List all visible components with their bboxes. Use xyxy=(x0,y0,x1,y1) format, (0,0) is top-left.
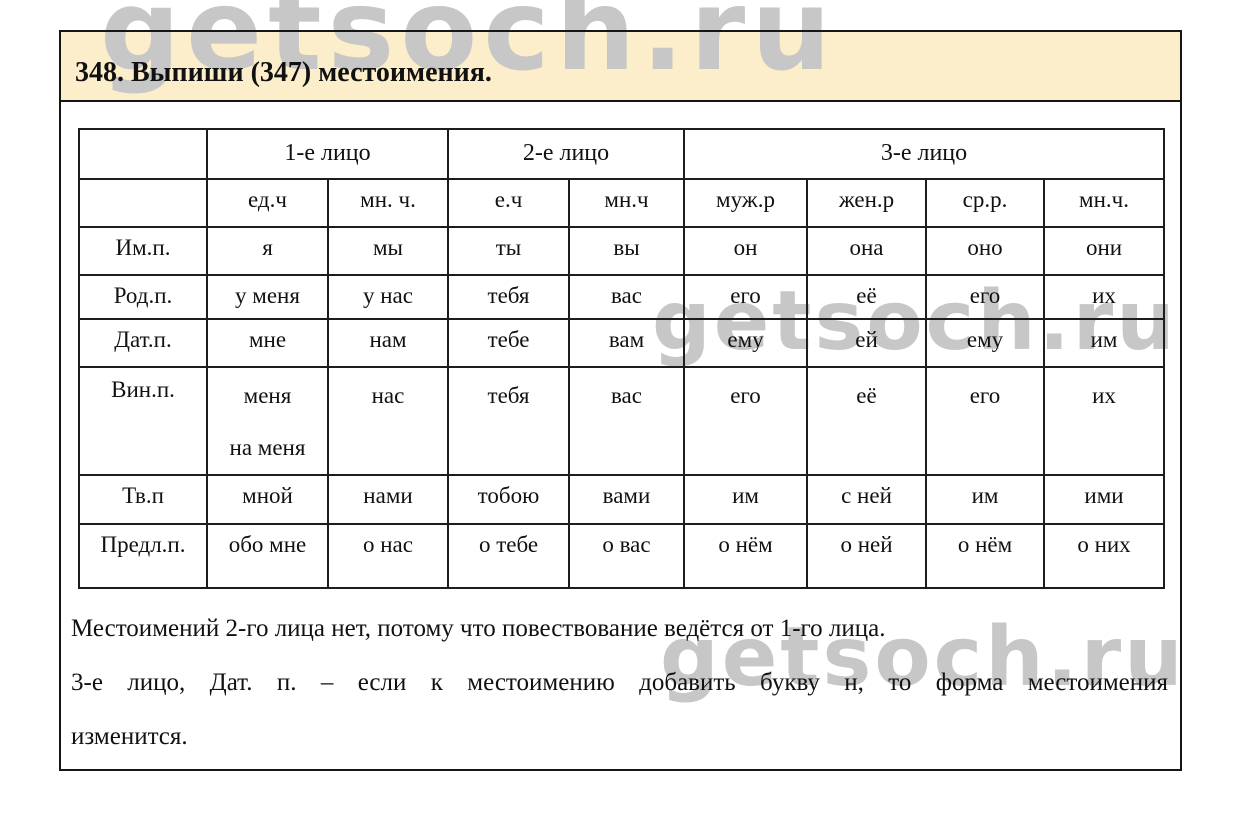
table-cell: о нём xyxy=(925,522,1045,589)
table-cell: о вас xyxy=(568,522,685,589)
table-row: Дат.п. мне нам тебе вам ему ей ему им xyxy=(78,318,1165,368)
document-frame: 348. Выпиши (347) местоимения. 1-е лицо … xyxy=(59,30,1182,771)
table-cell: её xyxy=(806,366,927,476)
table-cell: ему xyxy=(925,318,1045,368)
table-cell: нами xyxy=(327,473,449,525)
corner-cell xyxy=(78,178,208,228)
table-cell: его xyxy=(925,274,1045,320)
person-header-1: 1-е лицо xyxy=(206,128,449,180)
watermark-top: getsoch.ru xyxy=(100,0,837,96)
table-cell: тебе xyxy=(447,318,570,368)
table-cell: вы xyxy=(568,226,685,276)
table-cell: он xyxy=(683,226,808,276)
header-band-background xyxy=(59,30,1182,102)
person-header-3: 3-е лицо xyxy=(683,128,1165,180)
number-header: ср.р. xyxy=(925,178,1045,228)
table-cell: о них xyxy=(1043,522,1165,589)
table-cell: мне xyxy=(206,318,329,368)
table-cell: нам xyxy=(327,318,449,368)
note-line: Местоимений 2-го лица нет, потому что по… xyxy=(71,615,886,642)
table-cell: тебя xyxy=(447,274,570,320)
table-cell: вами xyxy=(568,473,685,525)
number-header: жен.р xyxy=(806,178,927,228)
answer-notes: Местоимений 2-го лица нет, потому что по… xyxy=(71,602,1168,764)
table-cell: их xyxy=(1043,366,1165,476)
table-cell: меня на меня xyxy=(206,366,329,476)
number-header: мн.ч xyxy=(568,178,685,228)
table-cell: у нас xyxy=(327,274,449,320)
table-cell: его xyxy=(925,366,1045,476)
table-person-header-row: 1-е лицо 2-е лицо 3-е лицо xyxy=(78,128,1165,180)
table-cell: у меня xyxy=(206,274,329,320)
table-cell: ей xyxy=(806,318,927,368)
pronouns-table: 1-е лицо 2-е лицо 3-е лицо ед.ч мн. ч. е… xyxy=(78,128,1165,589)
case-label: Тв.п xyxy=(78,473,208,525)
table-cell: им xyxy=(1043,318,1165,368)
table-cell: о нём xyxy=(683,522,808,589)
table-row: Род.п. у меня у нас тебя вас его её его … xyxy=(78,274,1165,320)
table-cell: о ней xyxy=(806,522,927,589)
table-number-header-row: ед.ч мн. ч. е.ч мн.ч муж.р жен.р ср.р. м… xyxy=(78,178,1165,228)
table-cell: с ней xyxy=(806,473,927,525)
case-label: Предл.п. xyxy=(78,522,208,589)
table-cell: я xyxy=(206,226,329,276)
table-cell: обо мне xyxy=(206,522,329,589)
table-cell: вас xyxy=(568,274,685,320)
watermark-bottom: getsoch.ru xyxy=(660,610,1186,705)
table-row: Вин.п. меня на меня нас тебя вас его её … xyxy=(78,366,1165,476)
case-label: Дат.п. xyxy=(78,318,208,368)
task-title: 348. Выпиши (347) местоимения. xyxy=(75,57,492,88)
table-cell: оно xyxy=(925,226,1045,276)
case-label: Род.п. xyxy=(78,274,208,320)
table-row: Им.п. я мы ты вы он она оно они xyxy=(78,226,1165,276)
table-cell: им xyxy=(683,473,808,525)
note-line: 3-е лицо, Дат. п. – если к местоимению д… xyxy=(71,669,1168,696)
number-header: мн.ч. xyxy=(1043,178,1165,228)
table-cell: их xyxy=(1043,274,1165,320)
table-cell: о нас xyxy=(327,522,449,589)
table-row: Предл.п. обо мне о нас о тебе о вас о нё… xyxy=(78,522,1165,589)
person-header-2: 2-е лицо xyxy=(447,128,685,180)
table-cell: его xyxy=(683,366,808,476)
table-cell: его xyxy=(683,274,808,320)
table-cell: они xyxy=(1043,226,1165,276)
table-cell: о тебе xyxy=(447,522,570,589)
table-cell: вас xyxy=(568,366,685,476)
table-cell: вам xyxy=(568,318,685,368)
table-cell: ты xyxy=(447,226,570,276)
note-line: изменится. xyxy=(71,723,188,750)
corner-cell xyxy=(78,128,208,180)
case-label: Им.п. xyxy=(78,226,208,276)
table-cell: мной xyxy=(206,473,329,525)
task-header: 348. Выпиши (347) местоимения. xyxy=(61,32,1180,102)
table-cell: тебя xyxy=(447,366,570,476)
number-header: е.ч xyxy=(447,178,570,228)
table-cell: ими xyxy=(1043,473,1165,525)
number-header: ед.ч xyxy=(206,178,329,228)
number-header: мн. ч. xyxy=(327,178,449,228)
number-header: муж.р xyxy=(683,178,808,228)
table-cell: им xyxy=(925,473,1045,525)
table-row: Тв.п мной нами тобою вами им с ней им им… xyxy=(78,473,1165,525)
table-cell: нас xyxy=(327,366,449,476)
table-cell: она xyxy=(806,226,927,276)
table-cell: её xyxy=(806,274,927,320)
table-cell: тобою xyxy=(447,473,570,525)
table-cell: ему xyxy=(683,318,808,368)
case-label: Вин.п. xyxy=(78,366,208,476)
table-cell: мы xyxy=(327,226,449,276)
